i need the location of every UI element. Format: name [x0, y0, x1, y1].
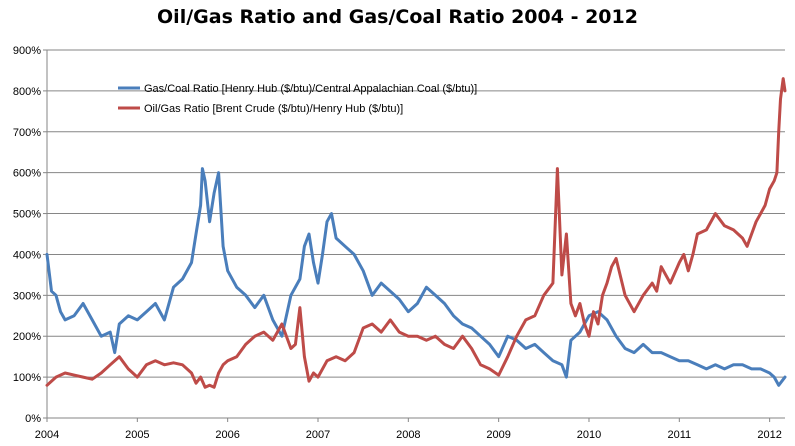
x-tick-label: 2005: [125, 429, 149, 441]
x-tick-label: 2012: [757, 429, 781, 441]
legend-label-2: Oil/Gas Ratio [Brent Crude ($/btu)/Henry…: [144, 103, 403, 115]
y-tick-label: 900%: [13, 45, 41, 57]
x-tick-label: 2009: [486, 429, 510, 441]
y-tick-label: 100%: [13, 372, 41, 384]
x-tick-label: 2010: [577, 429, 601, 441]
y-tick-label: 200%: [13, 331, 41, 343]
x-tick-label: 2007: [306, 429, 330, 441]
y-tick-label: 500%: [13, 209, 41, 221]
y-tick-label: 600%: [13, 168, 41, 180]
chart-title: Oil/Gas Ratio and Gas/Coal Ratio 2004 - …: [157, 6, 638, 28]
y-tick-label: 0%: [25, 413, 41, 425]
x-tick-label: 2004: [35, 429, 59, 441]
x-tick-label: 2008: [396, 429, 420, 441]
legend-label-1: Gas/Coal Ratio [Henry Hub ($/btu)/Centra…: [144, 83, 477, 95]
y-tick-label: 400%: [13, 249, 41, 261]
series-line-1: [45, 167, 787, 387]
y-tick-label: 300%: [13, 290, 41, 302]
x-tick-label: 2011: [667, 429, 691, 441]
x-tick-label: 2006: [215, 429, 239, 441]
y-tick-label: 800%: [13, 86, 41, 98]
series-line-2: [45, 77, 787, 389]
y-tick-label: 700%: [13, 127, 41, 139]
